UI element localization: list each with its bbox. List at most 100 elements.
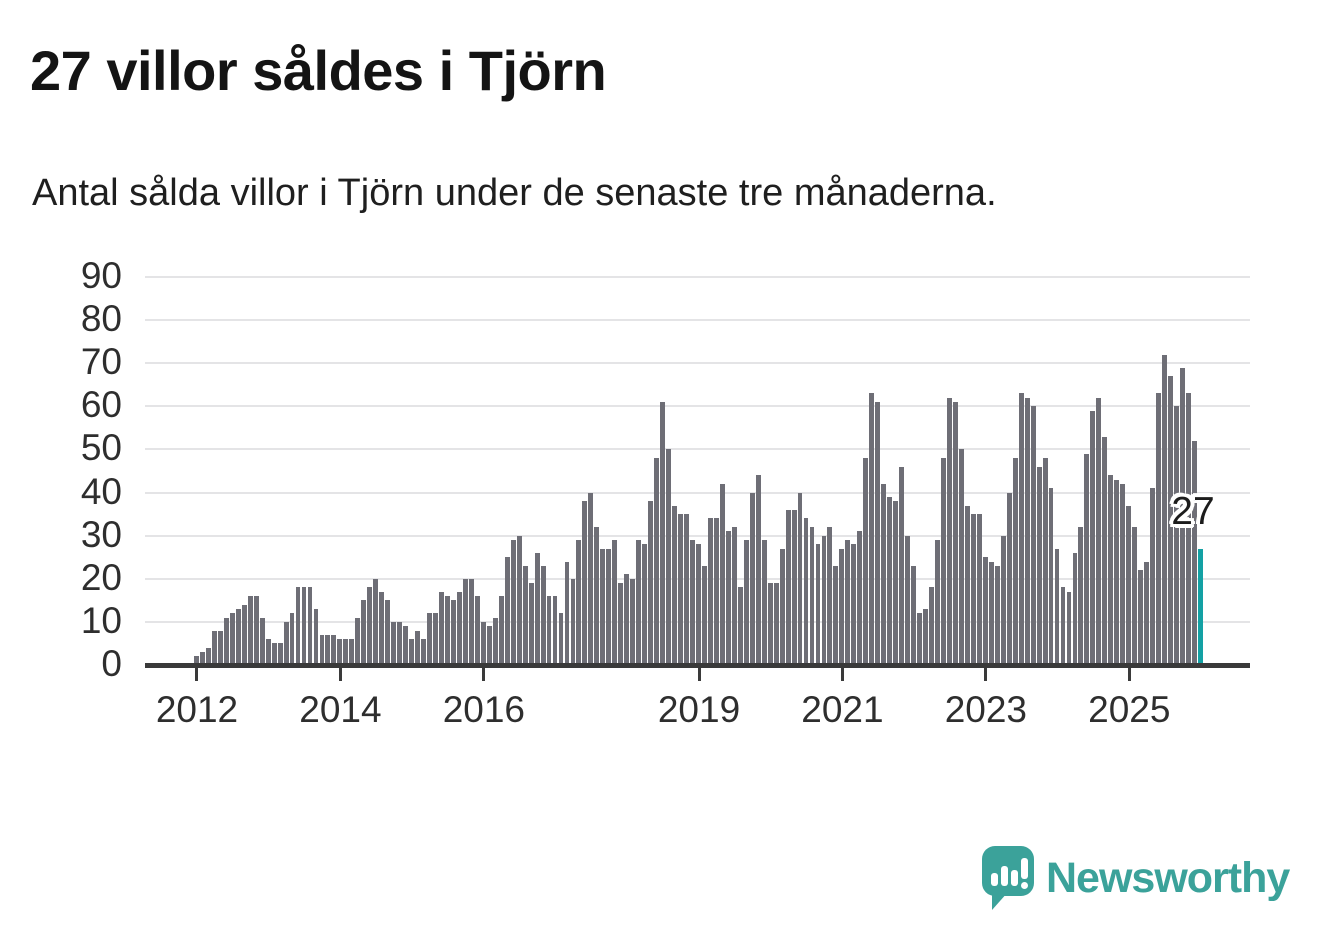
bar xyxy=(564,561,570,665)
bar xyxy=(223,617,229,665)
gridline-50 xyxy=(145,448,1250,451)
bar xyxy=(618,583,624,665)
bar xyxy=(815,544,821,665)
x-tick-2016 xyxy=(482,668,486,681)
y-tick-label-0: 0 xyxy=(101,643,122,684)
y-tick-label-10: 10 xyxy=(80,599,122,641)
bar xyxy=(1078,527,1084,665)
bar xyxy=(1036,466,1042,665)
bar xyxy=(385,600,391,665)
bar xyxy=(1018,393,1024,665)
bar xyxy=(289,613,295,665)
bar xyxy=(881,483,887,665)
bar xyxy=(439,591,444,665)
bar xyxy=(199,652,205,665)
bar xyxy=(785,509,791,665)
bar xyxy=(827,527,833,665)
logo-chart-bar-1-icon xyxy=(991,873,998,886)
bar xyxy=(725,531,731,665)
bar xyxy=(749,492,755,665)
bar xyxy=(1132,527,1138,665)
bar xyxy=(1090,410,1096,665)
bar xyxy=(923,608,928,665)
bar xyxy=(642,544,648,665)
y-tick-label-20: 20 xyxy=(80,556,122,598)
bar xyxy=(684,514,689,665)
x-tick-2014 xyxy=(338,668,342,681)
bar xyxy=(1048,488,1054,665)
bar xyxy=(1060,587,1066,665)
bar xyxy=(1156,393,1162,665)
bar xyxy=(421,639,426,665)
bar xyxy=(265,639,271,665)
bar xyxy=(761,539,767,665)
bar xyxy=(1114,479,1120,665)
bar xyxy=(773,583,779,665)
bar xyxy=(211,630,217,665)
bar xyxy=(283,621,289,665)
bar xyxy=(636,539,642,665)
bar xyxy=(731,527,737,665)
bar xyxy=(648,501,654,665)
bar xyxy=(522,565,528,665)
x-tick-2025 xyxy=(1127,668,1131,681)
bar xyxy=(929,587,934,665)
gridline-60 xyxy=(145,405,1250,408)
bar xyxy=(205,647,211,665)
bar xyxy=(809,527,815,665)
bar xyxy=(857,531,863,665)
bar xyxy=(869,393,875,665)
bar xyxy=(355,617,361,665)
bar xyxy=(510,539,516,665)
bar xyxy=(1030,406,1036,665)
bar xyxy=(1066,591,1072,665)
bar xyxy=(845,539,851,665)
bar xyxy=(1102,436,1108,665)
bar xyxy=(367,587,373,665)
bar xyxy=(988,561,994,665)
y-tick-label-90: 90 xyxy=(80,255,122,296)
bar xyxy=(719,483,725,665)
bar xyxy=(737,587,743,665)
bar-series xyxy=(194,277,1204,665)
bar xyxy=(624,574,630,665)
bar xyxy=(1180,367,1185,665)
bar xyxy=(1042,458,1048,665)
bar xyxy=(1150,488,1156,665)
highlight-bar-latest xyxy=(1198,548,1203,665)
bar xyxy=(1054,548,1060,665)
y-tick-label-30: 30 xyxy=(80,513,122,555)
bar xyxy=(277,643,283,665)
bar xyxy=(373,578,379,665)
bar xyxy=(755,475,761,665)
bar xyxy=(1162,354,1168,665)
gridline-90 xyxy=(145,276,1250,278)
bar xyxy=(1144,561,1150,665)
bar xyxy=(821,535,827,665)
bar xyxy=(480,621,486,665)
bar xyxy=(994,565,1000,665)
logo-exclamation-bar-icon xyxy=(1021,858,1028,879)
bar xyxy=(361,600,367,665)
bar xyxy=(534,552,540,665)
bar xyxy=(462,578,468,665)
bar xyxy=(1192,440,1197,665)
bar xyxy=(474,596,480,665)
bar xyxy=(833,565,839,665)
bar xyxy=(445,596,450,665)
y-tick-label-60: 60 xyxy=(80,384,122,426)
bar xyxy=(1174,406,1179,665)
bar xyxy=(917,613,922,665)
x-tick-label-2016: 2016 xyxy=(442,689,525,730)
bar xyxy=(1108,475,1114,665)
x-tick-2019 xyxy=(697,668,701,681)
bar xyxy=(307,587,313,665)
bar xyxy=(229,613,235,665)
bar xyxy=(947,397,952,665)
bar xyxy=(456,591,462,665)
y-tick-label-70: 70 xyxy=(80,341,122,383)
bar xyxy=(791,509,797,665)
bar xyxy=(875,402,881,665)
bar xyxy=(247,596,253,665)
